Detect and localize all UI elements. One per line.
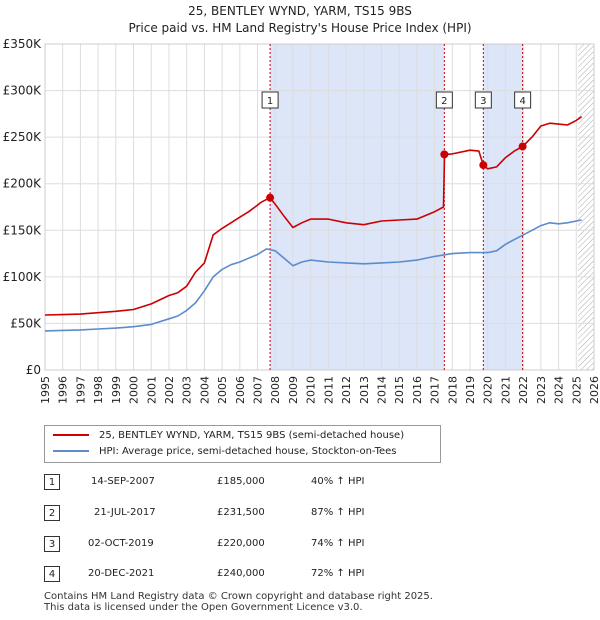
transaction-date: 21-JUL-2017 [94,507,156,518]
marker-badge: 3 [474,91,492,109]
legend-item-property: 25, BENTLEY WYND, YARM, TS15 9BS (semi-d… [53,429,404,443]
x-tick-label: 1999 [110,376,123,404]
transaction-number: 4 [44,566,60,582]
sale-point [518,142,527,151]
y-tick-label: £150K [3,223,43,237]
x-tick-label: 1997 [74,376,87,404]
x-tick-label: 2017 [429,376,442,404]
marker-badge-box [474,91,492,109]
marker-badge: 1 [261,91,279,109]
legend-swatch-hpi [53,450,89,452]
y-tick-label: £300K [3,84,43,98]
x-tick-label: 1998 [92,376,105,404]
y-tick-label: £350K [3,37,43,51]
transaction-price: £220,000 [217,538,265,549]
transaction-price: £185,000 [217,476,265,487]
x-tick-label: 2004 [198,376,211,404]
x-tick-label: 2003 [181,376,194,404]
legend-label-property: 25, BENTLEY WYND, YARM, TS15 9BS (semi-d… [99,430,405,441]
x-tick-label: 2005 [216,376,229,404]
marker-badge-label: 2 [441,96,447,107]
marker-badge-box [435,91,453,109]
x-tick-label: 2002 [163,376,176,404]
x-tick-label: 2025 [570,376,583,404]
plot-frame [44,43,595,371]
x-tick-label: 2022 [517,376,530,404]
y-tick-label: £200K [3,177,43,191]
transaction-date: 20-DEC-2021 [88,568,155,579]
transaction-delta: 72% ↑ HPI [311,568,365,579]
marker-badge-box [261,91,279,109]
marker-badge-label: 4 [519,96,525,107]
legend-item-hpi: HPI: Average price, semi-detached house,… [53,445,397,459]
footer: Contains HM Land Registry data © Crown c… [44,591,433,613]
y-tick-label: £0 [26,363,41,377]
legend-swatch-property [53,434,89,436]
x-tick-label: 2007 [252,376,265,404]
transaction-number: 2 [44,505,60,521]
sale-point [266,193,275,202]
series-line [44,116,583,316]
x-tick-label: 2012 [340,376,353,404]
x-tick-label: 2013 [358,376,371,404]
transaction-number: 3 [44,536,60,552]
x-tick-label: 1996 [57,376,70,404]
y-tick-label: £100K [3,270,43,284]
transaction-price: £231,500 [217,507,265,518]
transaction-delta: 87% ↑ HPI [311,507,365,518]
transaction-delta: 40% ↑ HPI [311,476,365,487]
legend: 25, BENTLEY WYND, YARM, TS15 9BS (semi-d… [44,425,441,463]
price-chart: £0 £50K £100K £150K £200K £250K £300K £350K 1995… [3,37,600,404]
series-line [44,219,582,332]
chart-title: 25, BENTLEY WYND, YARM, TS15 9BS [188,4,412,18]
shaded-period [270,44,445,370]
x-tick-label: 2011 [322,376,335,404]
transaction-delta: 74% ↑ HPI [311,538,365,549]
sale-point [440,150,449,159]
marker-badge-label: 1 [267,96,273,107]
x-tick-label: 2026 [588,376,600,404]
footer-copyright: Contains HM Land Registry data © Crown c… [44,591,433,602]
shaded-period [578,44,594,370]
x-tick-label: 2019 [464,376,477,404]
x-tick-label: 2023 [535,376,548,404]
x-tick-label: 2021 [499,376,512,404]
x-tick-label: 2009 [287,376,300,404]
footer-licence: This data is licensed under the Open Gov… [44,602,363,613]
x-tick-label: 2010 [305,376,318,404]
x-tick-label: 2014 [375,376,388,404]
x-tick-label: 2015 [393,376,406,404]
x-tick-label: 2018 [446,376,459,404]
marker-badge: 2 [435,91,453,109]
y-tick-label: £250K [3,130,43,144]
transaction-date: 14-SEP-2007 [91,476,155,487]
x-tick-label: 2024 [553,376,566,404]
x-tick-label: 1995 [39,376,52,404]
x-tick-label: 2001 [145,376,158,404]
sale-point [479,161,488,170]
marker-badge-box [514,91,532,109]
x-tick-label: 2016 [411,376,424,404]
marker-badge: 4 [514,91,532,109]
transaction-date: 02-OCT-2019 [88,538,154,549]
y-tick-label: £50K [10,316,42,330]
marker-badge-label: 3 [480,96,486,107]
x-tick-label: 2006 [234,376,247,404]
legend-label-hpi: HPI: Average price, semi-detached house,… [99,446,397,457]
x-tick-label: 2008 [269,376,282,404]
chart-subtitle: Price paid vs. HM Land Registry's House … [128,21,472,35]
x-tick-label: 2020 [482,376,495,404]
transaction-price: £240,000 [217,568,265,579]
transaction-number: 1 [44,474,60,490]
x-tick-label: 2000 [128,376,141,404]
